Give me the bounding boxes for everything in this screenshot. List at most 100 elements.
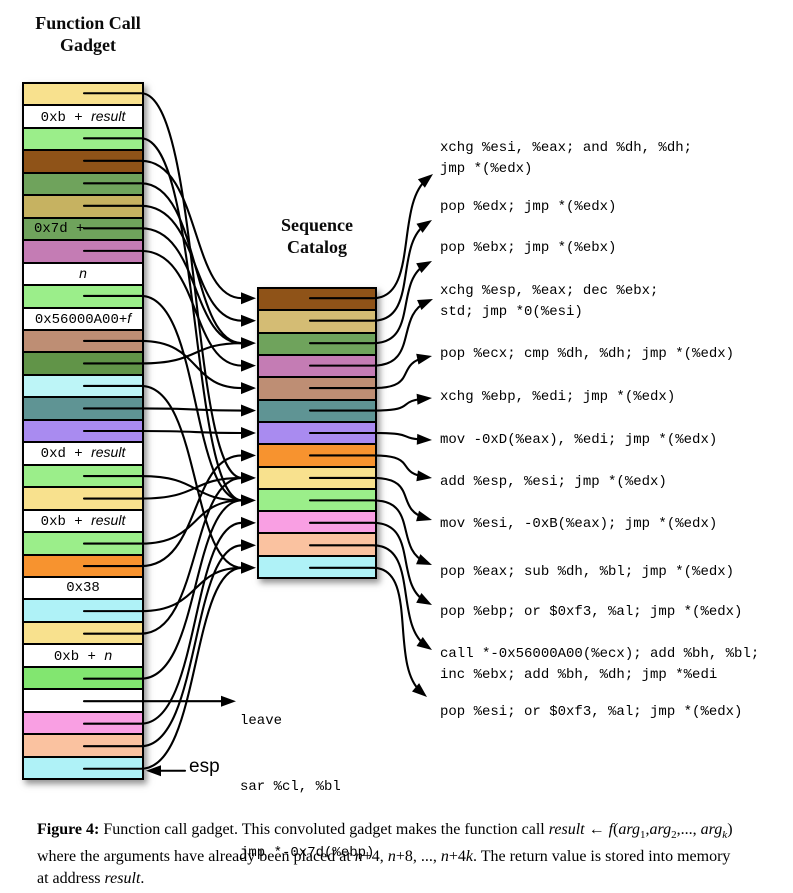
address-text: 0xb +	[40, 109, 92, 126]
stack-cell-1	[24, 84, 142, 105]
leave-line: sar %cl, %bl	[240, 779, 341, 795]
caption-text: Function call gadget. This convoluted ga…	[99, 821, 549, 838]
variable-text: f	[127, 309, 132, 326]
caption-text: 1	[640, 829, 646, 842]
arrowhead	[412, 683, 427, 697]
arrowhead	[416, 220, 432, 233]
caption-text: n	[440, 848, 449, 866]
stack-cell-12	[24, 328, 142, 352]
variable-text: result	[91, 444, 126, 461]
caption-text: result	[104, 870, 141, 888]
address-text: 0x7d +	[34, 220, 85, 237]
catalog-cell-3	[259, 331, 375, 354]
caption-text: )	[727, 821, 733, 838]
instruction-line: jmp *(%edx)	[440, 161, 533, 177]
cell-label: 0xb + n	[54, 647, 112, 665]
arrowhead	[241, 337, 256, 350]
caption-line: Figure 4: Function call gadget. This con…	[37, 819, 759, 846]
arrowhead	[416, 510, 432, 522]
arrowhead	[416, 353, 432, 365]
cell-label: 0x56000A00+f	[35, 310, 131, 328]
caption-text: k	[722, 829, 728, 842]
caption-line: at address result.	[37, 868, 759, 890]
cell-label: 0x7d +	[24, 221, 84, 237]
caption-text: (	[613, 821, 619, 838]
caption-text: +4	[448, 848, 466, 866]
caption-text: Figure 4:	[37, 821, 100, 838]
arrowhead	[241, 292, 256, 305]
arrowhead	[146, 765, 161, 777]
instruction-sequence-4: xchg %esp, %eax; dec %ebx; std; jmp *0(%e…	[440, 281, 658, 323]
instruction-sequence-9: mov %esi, -0xB(%eax); jmp *(%edx)	[440, 514, 717, 535]
instruction-sequence-3: pop %ebx; jmp *(%ebx)	[440, 238, 616, 259]
caption-text: ←	[584, 821, 609, 838]
arrowhead	[417, 174, 433, 188]
instruction-line: call *-0x56000A00(%ecx); add %bh, %bl;	[440, 646, 760, 662]
address-text: 0xd +	[40, 446, 92, 463]
function-call-gadget-title: Function Call Gadget	[18, 12, 158, 56]
instruction-sequence-7: mov -0xD(%eax), %edi; jmp *(%edx)	[440, 430, 717, 451]
stack-cell-27	[24, 665, 142, 689]
arrowhead	[416, 393, 432, 405]
stack-cell-13	[24, 351, 142, 374]
leave-line: leave	[240, 713, 283, 729]
arrowhead	[416, 433, 432, 445]
arrowhead	[416, 593, 432, 605]
stack-cell-31	[24, 755, 142, 779]
caption-text: .	[140, 870, 145, 888]
stack-cell-15	[24, 396, 142, 419]
leave-sequence-text: leave sar %cl, %bl jmp *-0x7d(%ebp)	[240, 666, 374, 893]
catalog-cell-10	[259, 487, 375, 511]
arrowhead	[416, 554, 432, 565]
leave-line: jmp *-0x7d(%ebp)	[240, 845, 375, 861]
instruction-sequence-1: xchg %esi, %eax; and %dh, %dh; jmp *(%edx…	[440, 138, 692, 180]
instruction-line: std; jmp *0(%esi)	[440, 304, 583, 320]
stack-cell-5	[24, 171, 142, 195]
figure-caption: Figure 4: Function call gadget. This con…	[37, 819, 759, 890]
caption-text: arg	[618, 821, 641, 838]
stack-cell-28	[24, 688, 142, 711]
stack-cell-24	[24, 598, 142, 621]
instruction-line: xchg %esp, %eax; dec %ebx;	[440, 283, 659, 299]
arrowhead	[241, 404, 256, 417]
arrowhead	[416, 261, 432, 273]
arrowhead	[241, 449, 256, 462]
arrowhead	[241, 539, 256, 552]
stack-cell-21	[24, 531, 142, 554]
instruction-line: pop %esi; or $0xf3, %al; jmp *(%edx)	[440, 704, 743, 720]
arrowhead	[241, 471, 256, 484]
stack-cell-11: 0x56000A00+f	[24, 306, 142, 329]
instruction-line: inc %ebx; add %bh, %dh; jmp *%edi	[440, 667, 718, 683]
variable-text: n	[79, 264, 87, 281]
instruction-line: pop %ebp; or $0xf3, %al; jmp *(%edx)	[440, 604, 743, 620]
instruction-line: xchg %ebp, %edi; jmp *(%edx)	[440, 389, 676, 405]
arrowhead	[241, 494, 256, 507]
catalog-cell-13	[259, 554, 375, 578]
instruction-line: pop %edx; jmp *(%edx)	[440, 199, 617, 215]
caption-line: where the arguments have already been pl…	[37, 846, 759, 868]
stack-cell-16	[24, 418, 142, 442]
caption-text: at address	[37, 870, 105, 888]
arrowhead	[241, 561, 256, 574]
stack-cell-19	[24, 486, 142, 509]
caption-text: 2	[671, 829, 677, 842]
arrowhead	[241, 382, 256, 395]
stack-cell-4	[24, 149, 142, 172]
arrowhead	[416, 636, 432, 650]
stack-cell-17: 0xd + result	[24, 441, 142, 464]
title-line: Function Call	[35, 13, 141, 33]
variable-text: n	[104, 646, 113, 663]
arrowhead	[241, 516, 256, 529]
stack-cell-7: 0x7d +	[24, 216, 142, 240]
catalog-cell-4	[259, 353, 375, 377]
address-text: 0xb +	[53, 648, 105, 665]
caption-text: n	[387, 848, 396, 866]
title-line: Sequence	[281, 215, 353, 235]
instruction-line: pop %ecx; cmp %dh, %dh; jmp *(%edx)	[440, 346, 735, 362]
stack-cell-6	[24, 194, 142, 217]
stack-cell-18	[24, 463, 142, 487]
arrowhead	[221, 695, 236, 707]
catalog-cell-7	[259, 420, 375, 444]
stack-cell-9: n	[24, 261, 142, 285]
